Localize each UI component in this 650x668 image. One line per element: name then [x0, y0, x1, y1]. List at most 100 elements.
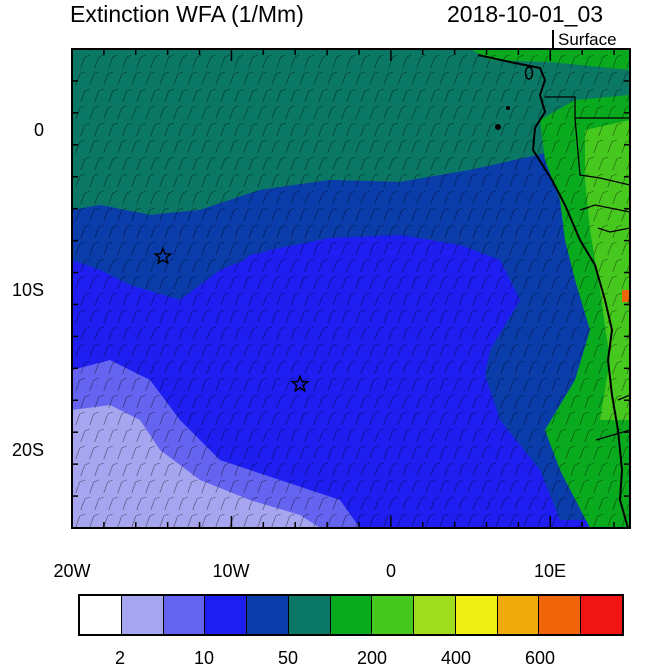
- wind-barb: [332, 428, 342, 443]
- wind-barb: [397, 173, 407, 188]
- wind-barb: [229, 173, 239, 188]
- wind-barb: [551, 71, 561, 86]
- star-marker: [290, 374, 310, 393]
- wind-barb: [495, 275, 505, 290]
- wind-barb: [411, 445, 421, 460]
- wind-barb: [285, 377, 295, 392]
- wind-barb: [486, 428, 496, 443]
- wind-barb: [192, 258, 202, 273]
- wind-barb: [411, 241, 421, 256]
- wind-barb: [131, 479, 141, 494]
- island: [495, 124, 501, 130]
- wind-barb: [234, 394, 244, 409]
- wind-barb: [187, 445, 197, 460]
- wind-barb: [234, 156, 244, 171]
- wind-barb: [122, 462, 132, 477]
- wind-barb: [374, 156, 384, 171]
- wind-barb: [276, 88, 286, 103]
- wind-barb: [290, 258, 300, 273]
- wind-barb: [607, 309, 617, 324]
- wind-barb: [500, 292, 510, 307]
- wind-barb: [598, 496, 608, 511]
- wind-barb: [290, 326, 300, 341]
- wind-barb: [579, 173, 589, 188]
- wind-barb: [346, 122, 356, 137]
- wind-barb: [262, 360, 272, 375]
- wind-barb: [570, 88, 580, 103]
- wind-barb: [584, 88, 594, 103]
- wind-barb: [542, 292, 552, 307]
- wind-barb: [509, 479, 519, 494]
- wind-barb: [523, 309, 533, 324]
- wind-barb: [145, 513, 155, 528]
- wind-barb: [626, 92, 630, 103]
- wind-barb: [411, 513, 421, 528]
- wind-barb: [290, 224, 300, 239]
- wind-barb: [131, 139, 141, 154]
- wind-barb: [80, 156, 90, 171]
- extinction-field-blue-center: [215, 235, 520, 505]
- wind-barb: [229, 71, 239, 86]
- wind-barb: [360, 326, 370, 341]
- wind-barb: [131, 71, 141, 86]
- wind-barb: [178, 258, 188, 273]
- wind-barb: [607, 377, 617, 392]
- wind-barb: [122, 88, 132, 103]
- wind-barb: [271, 139, 281, 154]
- wind-barb: [556, 88, 566, 103]
- wind-barb: [206, 394, 216, 409]
- wind-barb: [285, 513, 295, 528]
- wind-barb: [271, 275, 281, 290]
- wind-barb: [453, 71, 463, 86]
- wind-barb: [108, 462, 118, 477]
- wind-barb: [509, 445, 519, 460]
- wind-barb: [584, 54, 594, 69]
- wind-barb: [425, 445, 435, 460]
- wind-barb: [304, 394, 314, 409]
- wind-barb: [612, 360, 622, 375]
- wind-barb: [318, 496, 328, 511]
- wind-barb: [514, 292, 524, 307]
- wind-barb: [150, 224, 160, 239]
- wind-barb: [607, 139, 617, 154]
- colorbar-label: 50: [277, 648, 299, 668]
- wind-barb: [145, 173, 155, 188]
- wind-barb: [444, 462, 454, 477]
- wind-barb: [192, 326, 202, 341]
- wind-barb: [593, 513, 603, 528]
- wind-barb: [444, 156, 454, 171]
- wind-barb: [509, 173, 519, 188]
- wind-barb: [509, 343, 519, 358]
- wind-barb: [570, 258, 580, 273]
- wind-barb: [593, 173, 603, 188]
- wind-barb: [402, 190, 412, 205]
- wind-barb: [495, 173, 505, 188]
- wind-barb: [598, 88, 608, 103]
- wind-barb: [327, 445, 337, 460]
- wind-barb: [206, 190, 216, 205]
- wind-barb: [341, 377, 351, 392]
- wind-barb: [397, 207, 407, 222]
- wind-barb: [444, 258, 454, 273]
- wind-barb: [374, 88, 384, 103]
- wind-barb: [458, 326, 468, 341]
- wind-barb: [612, 88, 622, 103]
- wind-barb: [374, 462, 384, 477]
- wind-barb: [467, 275, 477, 290]
- wind-barb: [453, 105, 463, 120]
- wind-barb: [206, 88, 216, 103]
- wind-barb: [360, 88, 370, 103]
- colorbar-swatch: [497, 596, 540, 634]
- wind-barb: [173, 139, 183, 154]
- wind-barb: [444, 428, 454, 443]
- wind-barb: [430, 190, 440, 205]
- wind-barb: [411, 411, 421, 426]
- wind-barb: [136, 292, 146, 307]
- wind-barb: [178, 224, 188, 239]
- wind-barb: [425, 309, 435, 324]
- wind-barb: [439, 343, 449, 358]
- wind-barb: [103, 479, 113, 494]
- wind-barb: [94, 88, 104, 103]
- wind-barb: [453, 309, 463, 324]
- wind-barb: [542, 122, 552, 137]
